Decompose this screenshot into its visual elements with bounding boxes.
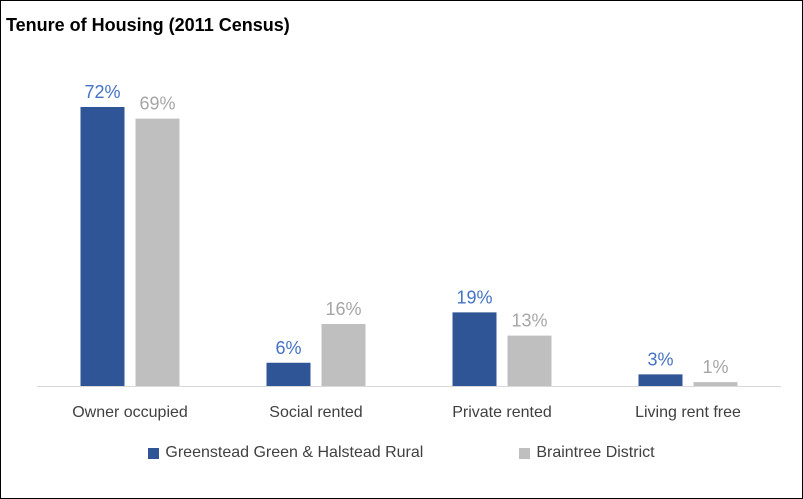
data-label-series-2-social-rented: 16% bbox=[325, 299, 361, 319]
bar-series-2-owner-occupied bbox=[135, 118, 180, 386]
bar-series-2-private-rented bbox=[507, 335, 552, 386]
data-label-series-1-private-rented: 19% bbox=[456, 287, 492, 307]
legend-label-series-1: Greenstead Green & Halstead Rural bbox=[165, 444, 424, 461]
x-tick-label-living-rent-free: Living rent free bbox=[635, 404, 741, 421]
bar-series-1-private-rented bbox=[452, 312, 497, 386]
data-label-series-2-private-rented: 13% bbox=[511, 311, 547, 331]
data-label-series-1-owner-occupied: 72% bbox=[84, 82, 120, 102]
bar-series-2-living-rent-free bbox=[693, 382, 738, 386]
bar-series-2-social-rented bbox=[321, 324, 366, 386]
bar-series-1-owner-occupied bbox=[80, 107, 125, 386]
x-tick-label-owner-occupied: Owner occupied bbox=[72, 404, 188, 421]
data-label-series-2-owner-occupied: 69% bbox=[139, 94, 175, 114]
data-label-series-1-living-rent-free: 3% bbox=[647, 349, 673, 369]
legend-label-series-2: Braintree District bbox=[536, 444, 655, 461]
legend: Greenstead Green & Halstead Rural Braint… bbox=[1, 444, 802, 462]
legend-item-series-2: Braintree District bbox=[519, 444, 655, 462]
chart-title: Tenure of Housing (2011 Census) bbox=[6, 15, 290, 35]
legend-swatch-series-2 bbox=[519, 447, 531, 459]
legend-swatch-series-1 bbox=[148, 447, 160, 459]
legend-item-series-1: Greenstead Green & Halstead Rural bbox=[148, 444, 423, 462]
x-tick-label-private-rented: Private rented bbox=[452, 404, 552, 421]
bar-series-1-social-rented bbox=[266, 362, 311, 386]
data-label-series-2-living-rent-free: 1% bbox=[702, 357, 728, 377]
x-tick-label-social-rented: Social rented bbox=[269, 404, 362, 421]
bar-series-1-living-rent-free bbox=[638, 374, 683, 386]
data-label-series-1-social-rented: 6% bbox=[275, 338, 301, 358]
